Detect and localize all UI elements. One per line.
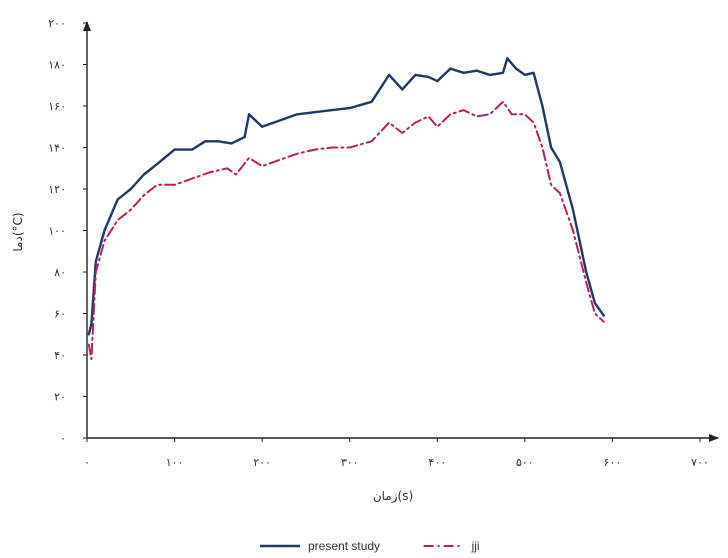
x-tick-label: ۵۰۰ <box>516 456 534 469</box>
axis-labels: ۰ ۱۰۰ ۲۰۰ ۳۰۰ ۴۰۰ ۵۰۰ ۶۰۰ ۷۰۰ ۰ ۲۰ ۴۰ ۶۰ ۸۰ ۱۰۰ ۱۲۰ ۱۴۰… <box>11 17 709 504</box>
plot-area <box>87 57 605 361</box>
x-tick-label: ۲۰۰ <box>253 456 271 469</box>
y-tick-label: ۱۰۰ <box>48 225 66 238</box>
y-tick-label: ۱۴۰ <box>48 142 66 155</box>
x-axis-title: زمان(s) <box>373 489 413 504</box>
y-tick-label: ۱۶۰ <box>48 100 66 113</box>
x-tick-label: ۷۰۰ <box>691 456 709 469</box>
x-tick-label: ۳۰۰ <box>341 456 359 469</box>
y-tick-label: ۶۰ <box>54 308 66 321</box>
y-tick-label: ۸۰ <box>54 266 66 279</box>
axes <box>83 21 719 442</box>
x-tick-label: ۱۰۰ <box>166 456 184 469</box>
x-tick-label: ۶۰۰ <box>604 456 622 469</box>
y-tick-label: ۱۲۰ <box>48 183 66 196</box>
legend-label-1: jji <box>471 539 480 553</box>
x-tick-label: ۰ <box>84 456 90 469</box>
x-tick-label: ۴۰۰ <box>428 456 446 469</box>
y-axis-title: دما(°C) <box>11 212 25 251</box>
y-tick-label: ۰ <box>60 432 66 445</box>
y-tick-label: ۴۰ <box>54 349 66 362</box>
y-tick-label: ۲۰۰ <box>48 17 66 30</box>
legend: present study jji <box>260 539 480 553</box>
y-tick-label: ۱۸۰ <box>48 59 66 72</box>
series-line-0 <box>87 57 605 336</box>
series-line-1 <box>87 100 605 361</box>
legend-label-0: present study <box>308 539 380 553</box>
y-tick-label: ۲۰ <box>54 391 66 404</box>
